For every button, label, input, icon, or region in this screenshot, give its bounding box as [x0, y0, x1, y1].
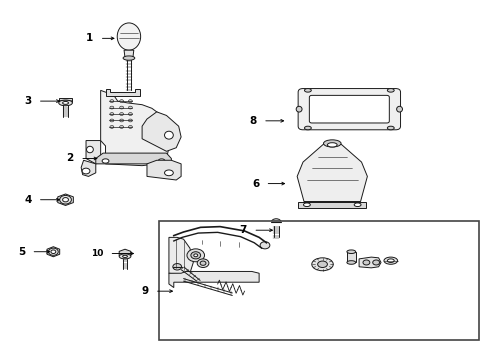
Ellipse shape [346, 261, 355, 264]
Text: 9: 9 [141, 286, 148, 296]
Ellipse shape [62, 198, 68, 202]
Ellipse shape [120, 100, 123, 103]
Ellipse shape [120, 106, 123, 109]
Ellipse shape [123, 56, 135, 60]
Ellipse shape [386, 89, 393, 92]
Ellipse shape [186, 249, 204, 262]
Bar [159, 221, 478, 339]
Text: 8: 8 [249, 116, 256, 126]
Polygon shape [142, 112, 181, 151]
Ellipse shape [128, 113, 132, 116]
Ellipse shape [396, 106, 402, 112]
Ellipse shape [190, 252, 200, 259]
Ellipse shape [164, 131, 173, 139]
Polygon shape [101, 90, 168, 166]
Ellipse shape [362, 260, 369, 265]
FancyBboxPatch shape [298, 89, 400, 130]
FancyBboxPatch shape [309, 95, 388, 123]
Ellipse shape [296, 106, 302, 112]
Ellipse shape [383, 257, 397, 264]
Text: 4: 4 [24, 195, 31, 205]
Ellipse shape [353, 203, 360, 207]
Polygon shape [168, 237, 193, 275]
Ellipse shape [311, 258, 332, 271]
Text: 6: 6 [251, 179, 259, 189]
Ellipse shape [110, 100, 114, 103]
Ellipse shape [110, 106, 114, 109]
Ellipse shape [128, 126, 132, 129]
Polygon shape [358, 257, 380, 268]
Ellipse shape [346, 250, 355, 253]
Text: 1: 1 [86, 33, 93, 43]
Ellipse shape [110, 113, 114, 116]
Text: 10: 10 [91, 249, 103, 258]
Ellipse shape [271, 219, 281, 226]
Ellipse shape [128, 100, 132, 103]
Ellipse shape [327, 143, 336, 147]
Ellipse shape [86, 146, 93, 153]
Polygon shape [124, 50, 134, 58]
Ellipse shape [110, 119, 114, 122]
Ellipse shape [193, 254, 197, 257]
Ellipse shape [164, 170, 173, 176]
Ellipse shape [60, 195, 71, 204]
Polygon shape [81, 160, 96, 176]
Polygon shape [147, 160, 181, 180]
Polygon shape [58, 194, 73, 206]
Text: 3: 3 [24, 96, 31, 106]
Ellipse shape [110, 126, 114, 129]
Ellipse shape [317, 261, 327, 267]
Ellipse shape [386, 259, 393, 262]
Ellipse shape [158, 159, 164, 163]
Polygon shape [86, 140, 101, 164]
Polygon shape [303, 90, 395, 128]
Ellipse shape [372, 260, 379, 265]
Text: 7: 7 [239, 225, 246, 235]
Polygon shape [297, 144, 366, 202]
Ellipse shape [323, 140, 340, 147]
Ellipse shape [303, 203, 310, 207]
Ellipse shape [128, 119, 132, 122]
Polygon shape [96, 153, 171, 164]
Ellipse shape [62, 102, 68, 104]
Ellipse shape [304, 89, 311, 92]
Ellipse shape [59, 100, 72, 106]
Polygon shape [47, 247, 60, 257]
Ellipse shape [386, 126, 393, 130]
Ellipse shape [120, 126, 123, 129]
Ellipse shape [197, 259, 208, 267]
Ellipse shape [51, 250, 56, 253]
Ellipse shape [82, 168, 90, 174]
Polygon shape [168, 271, 259, 288]
Text: 5: 5 [18, 247, 25, 257]
Ellipse shape [260, 242, 269, 249]
Ellipse shape [120, 119, 123, 122]
Ellipse shape [48, 248, 58, 255]
Polygon shape [298, 202, 366, 208]
Ellipse shape [119, 254, 131, 259]
Bar [346, 252, 355, 262]
Ellipse shape [200, 261, 205, 265]
Polygon shape [119, 249, 131, 258]
Ellipse shape [172, 264, 181, 270]
Ellipse shape [117, 23, 141, 50]
Polygon shape [105, 89, 140, 96]
Ellipse shape [128, 106, 132, 109]
Ellipse shape [120, 113, 123, 116]
Text: 2: 2 [66, 153, 74, 163]
Ellipse shape [102, 159, 109, 163]
Polygon shape [59, 98, 72, 102]
Ellipse shape [304, 126, 311, 130]
Ellipse shape [122, 255, 127, 257]
